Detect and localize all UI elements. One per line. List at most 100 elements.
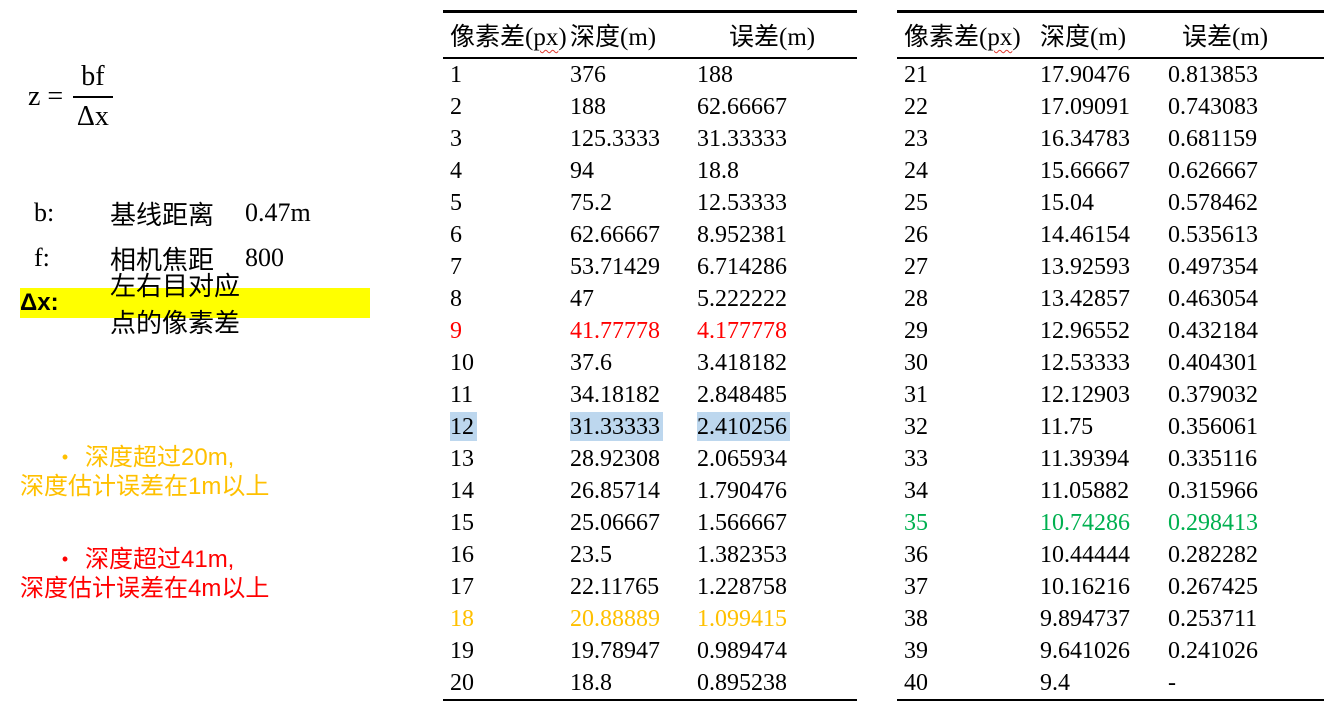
cell-error: 0.404301 — [1168, 349, 1258, 376]
cell-error: 0.626667 — [1168, 157, 1258, 184]
bullet-icon: • — [61, 549, 69, 569]
formula-lhs: z = — [28, 80, 64, 112]
col-header-depth: 深度(m) — [1040, 24, 1127, 51]
cell-depth: 22.11765 — [570, 573, 660, 600]
note-line-1: • 深度超过20m, — [20, 443, 420, 472]
cell-error: 0.315966 — [1168, 477, 1258, 504]
table-body: 1 376 188 2 188 62.66667 3 125.3333 31.33333 4 94 1… — [443, 59, 857, 699]
table-row: 5 75.2 12.53333 — [443, 187, 857, 219]
cell-depth: 10.44444 — [1040, 541, 1130, 568]
cell-pixel-diff: 1 — [450, 61, 462, 88]
cell-depth: 23.5 — [570, 541, 612, 568]
cell-depth: 20.88889 — [570, 605, 660, 632]
table-row: 27 13.92593 0.497354 — [897, 251, 1324, 283]
table-header-row: 像素差(px) 深度(m) 误差(m) — [897, 13, 1324, 59]
table-row: 32 11.75 0.356061 — [897, 411, 1324, 443]
cell-error: 0.535613 — [1168, 221, 1258, 248]
cell-depth: 28.92308 — [570, 445, 660, 472]
cell-pixel-diff: 36 — [904, 541, 928, 568]
cell-error: 0.813853 — [1168, 61, 1258, 88]
param-name: 基线距离 — [110, 200, 215, 230]
table-body: 21 17.90476 0.813853 22 17.09091 0.743083 23 16… — [897, 59, 1324, 699]
cell-pixel-diff: 12 — [443, 411, 570, 441]
cell-pixel-diff: 19 — [450, 637, 474, 664]
cell-depth: 12.96552 — [1040, 317, 1130, 344]
cell-error: - — [1168, 669, 1176, 696]
cell-error: 5.222222 — [697, 285, 787, 312]
param-symbol: b: — [34, 198, 55, 227]
cell-depth: 13.42857 — [1040, 285, 1130, 312]
cell-error: 0.432184 — [1168, 317, 1258, 344]
param-value: 800 — [245, 243, 284, 272]
cell-error: 0.895238 — [697, 669, 787, 696]
note-depth-over-41m: • 深度超过41m, 深度估计误差在4m以上 — [20, 545, 420, 603]
cell-pixel-diff: 26 — [904, 221, 928, 248]
table-row: 33 11.39394 0.335116 — [897, 443, 1324, 475]
cell-depth: 41.77778 — [570, 317, 660, 344]
table-row: 39 9.641026 0.241026 — [897, 635, 1324, 667]
cell-depth: 18.8 — [570, 669, 612, 696]
cell-depth: 34.18182 — [570, 381, 660, 408]
spellcheck-underline: px — [533, 24, 559, 51]
cell-pixel-diff: 28 — [904, 285, 928, 312]
cell-error: 1.099415 — [697, 605, 787, 632]
cell-error: 1.790476 — [697, 477, 787, 504]
col-header-error: 误差(m) — [1182, 24, 1269, 51]
cell-pixel-diff: 2 — [450, 93, 462, 120]
table-row: 15 25.06667 1.566667 — [443, 507, 857, 539]
cell-depth: 37.6 — [570, 349, 612, 376]
table-row: 20 18.8 0.895238 — [443, 667, 857, 699]
col-header-depth: 深度(m) — [570, 24, 657, 51]
cell-pixel-diff: 32 — [904, 413, 928, 440]
param-name: 相机焦距 — [110, 245, 215, 275]
cell-error: 0.282282 — [1168, 541, 1258, 568]
table-row: 38 9.894737 0.253711 — [897, 603, 1324, 635]
col-header-error: 误差(m) — [729, 24, 816, 51]
cell-error: 0.681159 — [1168, 125, 1258, 152]
table-row: 35 10.74286 0.298413 — [897, 507, 1324, 539]
cell-depth: 16.34783 — [1040, 125, 1130, 152]
depth-formula: z = bf Δx — [28, 60, 113, 133]
cell-depth: 10.74286 — [1040, 509, 1130, 536]
cell-pixel-diff: 16 — [450, 541, 474, 568]
cell-error: 12.53333 — [697, 189, 787, 216]
table-header-row: 像素差(px) 深度(m) 误差(m) — [443, 13, 857, 59]
cell-error: 31.33333 — [697, 125, 787, 152]
table-row: 1 376 188 — [443, 59, 857, 91]
cell-error: 0.989474 — [697, 637, 787, 664]
table-row: 7 53.71429 6.714286 — [443, 251, 857, 283]
cell-pixel-diff: 8 — [450, 285, 462, 312]
cell-pixel-diff: 15 — [450, 509, 474, 536]
note-depth-over-20m: • 深度超过20m, 深度估计误差在1m以上 — [20, 443, 420, 501]
cell-depth: 10.16216 — [1040, 573, 1130, 600]
cell-error: 6.714286 — [697, 253, 787, 280]
cell-pixel-diff: 31 — [904, 381, 928, 408]
cell-depth: 14.46154 — [1040, 221, 1130, 248]
cell-pixel-diff: 20 — [450, 669, 474, 696]
cell-depth: 26.85714 — [570, 477, 660, 504]
cell-pixel-diff: 23 — [904, 125, 928, 152]
param-value: 0.47m — [245, 198, 311, 227]
cell-depth: 12.53333 — [1040, 349, 1130, 376]
table-row: 26 14.46154 0.535613 — [897, 219, 1324, 251]
cell-error: 8.952381 — [697, 221, 787, 248]
table-row: 3 125.3333 31.33333 — [443, 123, 857, 155]
cell-error: 4.177778 — [697, 317, 787, 344]
col-header-pixel-diff: 像素差(px) — [904, 24, 1021, 51]
param-row-baseline: b: 基线距离 0.47m — [20, 198, 370, 230]
cell-pixel-diff: 33 — [904, 445, 928, 472]
cell-error: 188 — [697, 61, 733, 88]
cell-pixel-diff: 29 — [904, 317, 928, 344]
cell-error: 0.335116 — [1168, 445, 1258, 472]
param-symbol: Δx: — [20, 289, 59, 316]
cell-pixel-diff: 38 — [904, 605, 928, 632]
param-symbol: f: — [34, 243, 50, 272]
table-row: 24 15.66667 0.626667 — [897, 155, 1324, 187]
cell-depth: 13.92593 — [1040, 253, 1130, 280]
cell-depth: 62.66667 — [570, 221, 660, 248]
cell-error: 2.410256 — [697, 411, 857, 441]
cell-depth: 17.90476 — [1040, 61, 1130, 88]
cell-pixel-diff: 39 — [904, 637, 928, 664]
cell-pixel-diff: 37 — [904, 573, 928, 600]
table-row: 10 37.6 3.418182 — [443, 347, 857, 379]
